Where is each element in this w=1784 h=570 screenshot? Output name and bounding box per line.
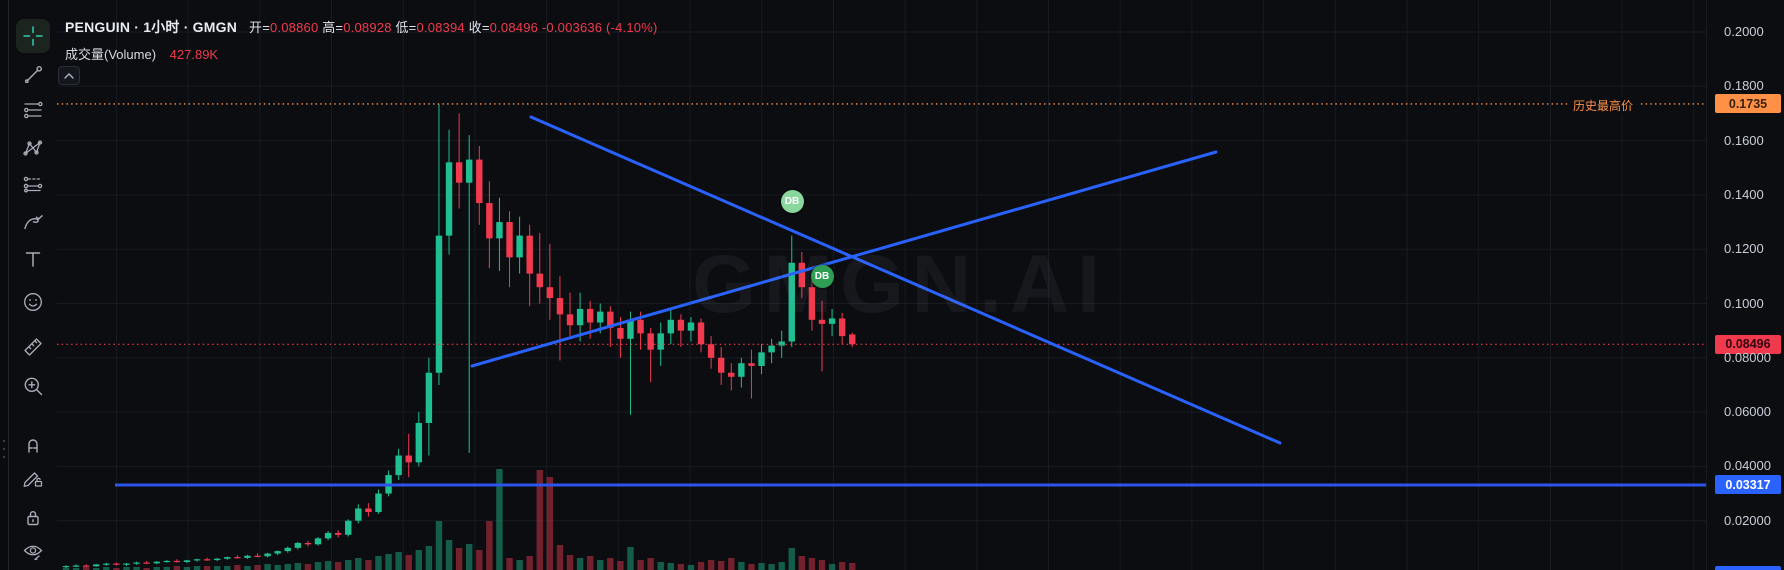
crosshair-icon [23, 26, 43, 46]
forecast-lines-icon [23, 176, 43, 193]
trend-line-icon [24, 66, 43, 84]
db-event-badge[interactable]: DB [810, 264, 834, 288]
ath-line-label: 历史最高价 [1568, 97, 1639, 114]
last-price-label: 0.08496 [1715, 334, 1781, 354]
change-value: -0.003636 (-4.10%) [541, 20, 658, 35]
lock-icon [27, 511, 39, 526]
magnet-icon [28, 439, 38, 453]
db-event-badge[interactable]: DB [780, 189, 804, 213]
price-axis[interactable]: 0.1735 0.08496 0.03317 0.2000 0.1800 0.160… [1706, 0, 1784, 570]
price-tick-label: 0.08000 [1724, 349, 1771, 365]
drawing-toolbar [9, 0, 57, 570]
xabcd-pattern-icon [23, 140, 43, 156]
price-tick-label: 0.04000 [1724, 458, 1771, 474]
high-value: 0.08928 [343, 20, 392, 35]
close-label: 收= [468, 20, 490, 35]
ath-price-label: 0.1735 [1715, 94, 1781, 114]
brush-icon [24, 215, 43, 230]
volume-label: 成交量(Volume) [65, 47, 157, 62]
eye-icon [23, 545, 43, 561]
chevron-up-icon [64, 72, 74, 79]
tool-xabcd-pattern[interactable] [20, 135, 46, 161]
panel-edge-strip [0, 0, 9, 570]
tool-text[interactable] [20, 246, 46, 272]
open-value: 0.08860 [270, 20, 319, 35]
legend-collapse-button[interactable] [58, 66, 80, 85]
symbol-title: PENGUIN · 1小时 · GMGN [65, 19, 238, 35]
low-value: 0.08394 [416, 20, 465, 35]
price-tick-label: 0.1400 [1724, 186, 1764, 202]
low-label: 低= [395, 20, 417, 35]
tool-forecast-lines[interactable] [20, 170, 46, 196]
ruler-icon [24, 338, 42, 356]
tool-emoji[interactable] [20, 289, 46, 315]
open-label: 开= [249, 20, 271, 35]
price-label-partial [1715, 566, 1781, 570]
emoji-icon [24, 293, 42, 311]
price-tick-label: 0.1200 [1724, 241, 1764, 257]
close-value: 0.08496 [489, 20, 539, 35]
price-tick-label: 0.06000 [1724, 404, 1771, 420]
volume-value: 427.89K [169, 47, 219, 62]
tool-brush[interactable] [20, 209, 46, 235]
text-icon [25, 252, 41, 267]
price-tick-label: 0.02000 [1724, 512, 1771, 528]
tool-lock-all[interactable] [20, 505, 46, 531]
price-tick-label: 0.1800 [1724, 78, 1764, 94]
panel-resize-handle[interactable] [3, 440, 6, 458]
tool-trend-line[interactable] [20, 62, 46, 88]
support-price-label: 0.03317 [1715, 475, 1781, 495]
horizontal-lines-icon [24, 101, 43, 119]
tool-magnet[interactable] [20, 431, 46, 457]
price-tick-label: 0.2000 [1724, 24, 1764, 39]
tool-drawing-unlock[interactable] [20, 465, 46, 491]
tool-cross-cursor[interactable] [16, 19, 50, 53]
tool-zoom-in[interactable] [20, 373, 46, 399]
high-label: 高= [322, 20, 344, 35]
zoom-in-icon [24, 377, 43, 396]
price-tick-label: 0.1000 [1724, 295, 1764, 311]
price-tick-label: 0.1600 [1724, 132, 1764, 148]
tool-measure-ruler[interactable] [20, 334, 46, 360]
tool-parallel-lines[interactable] [20, 97, 46, 123]
chart-legend-row: PENGUIN · 1小时 · GMGN 开=0.08860 高=0.08928 … [65, 17, 658, 37]
pencil-unlock-icon [23, 472, 43, 487]
tool-hide-drawings[interactable] [20, 539, 46, 565]
volume-legend-row: 成交量(Volume) 427.89K [65, 44, 218, 63]
